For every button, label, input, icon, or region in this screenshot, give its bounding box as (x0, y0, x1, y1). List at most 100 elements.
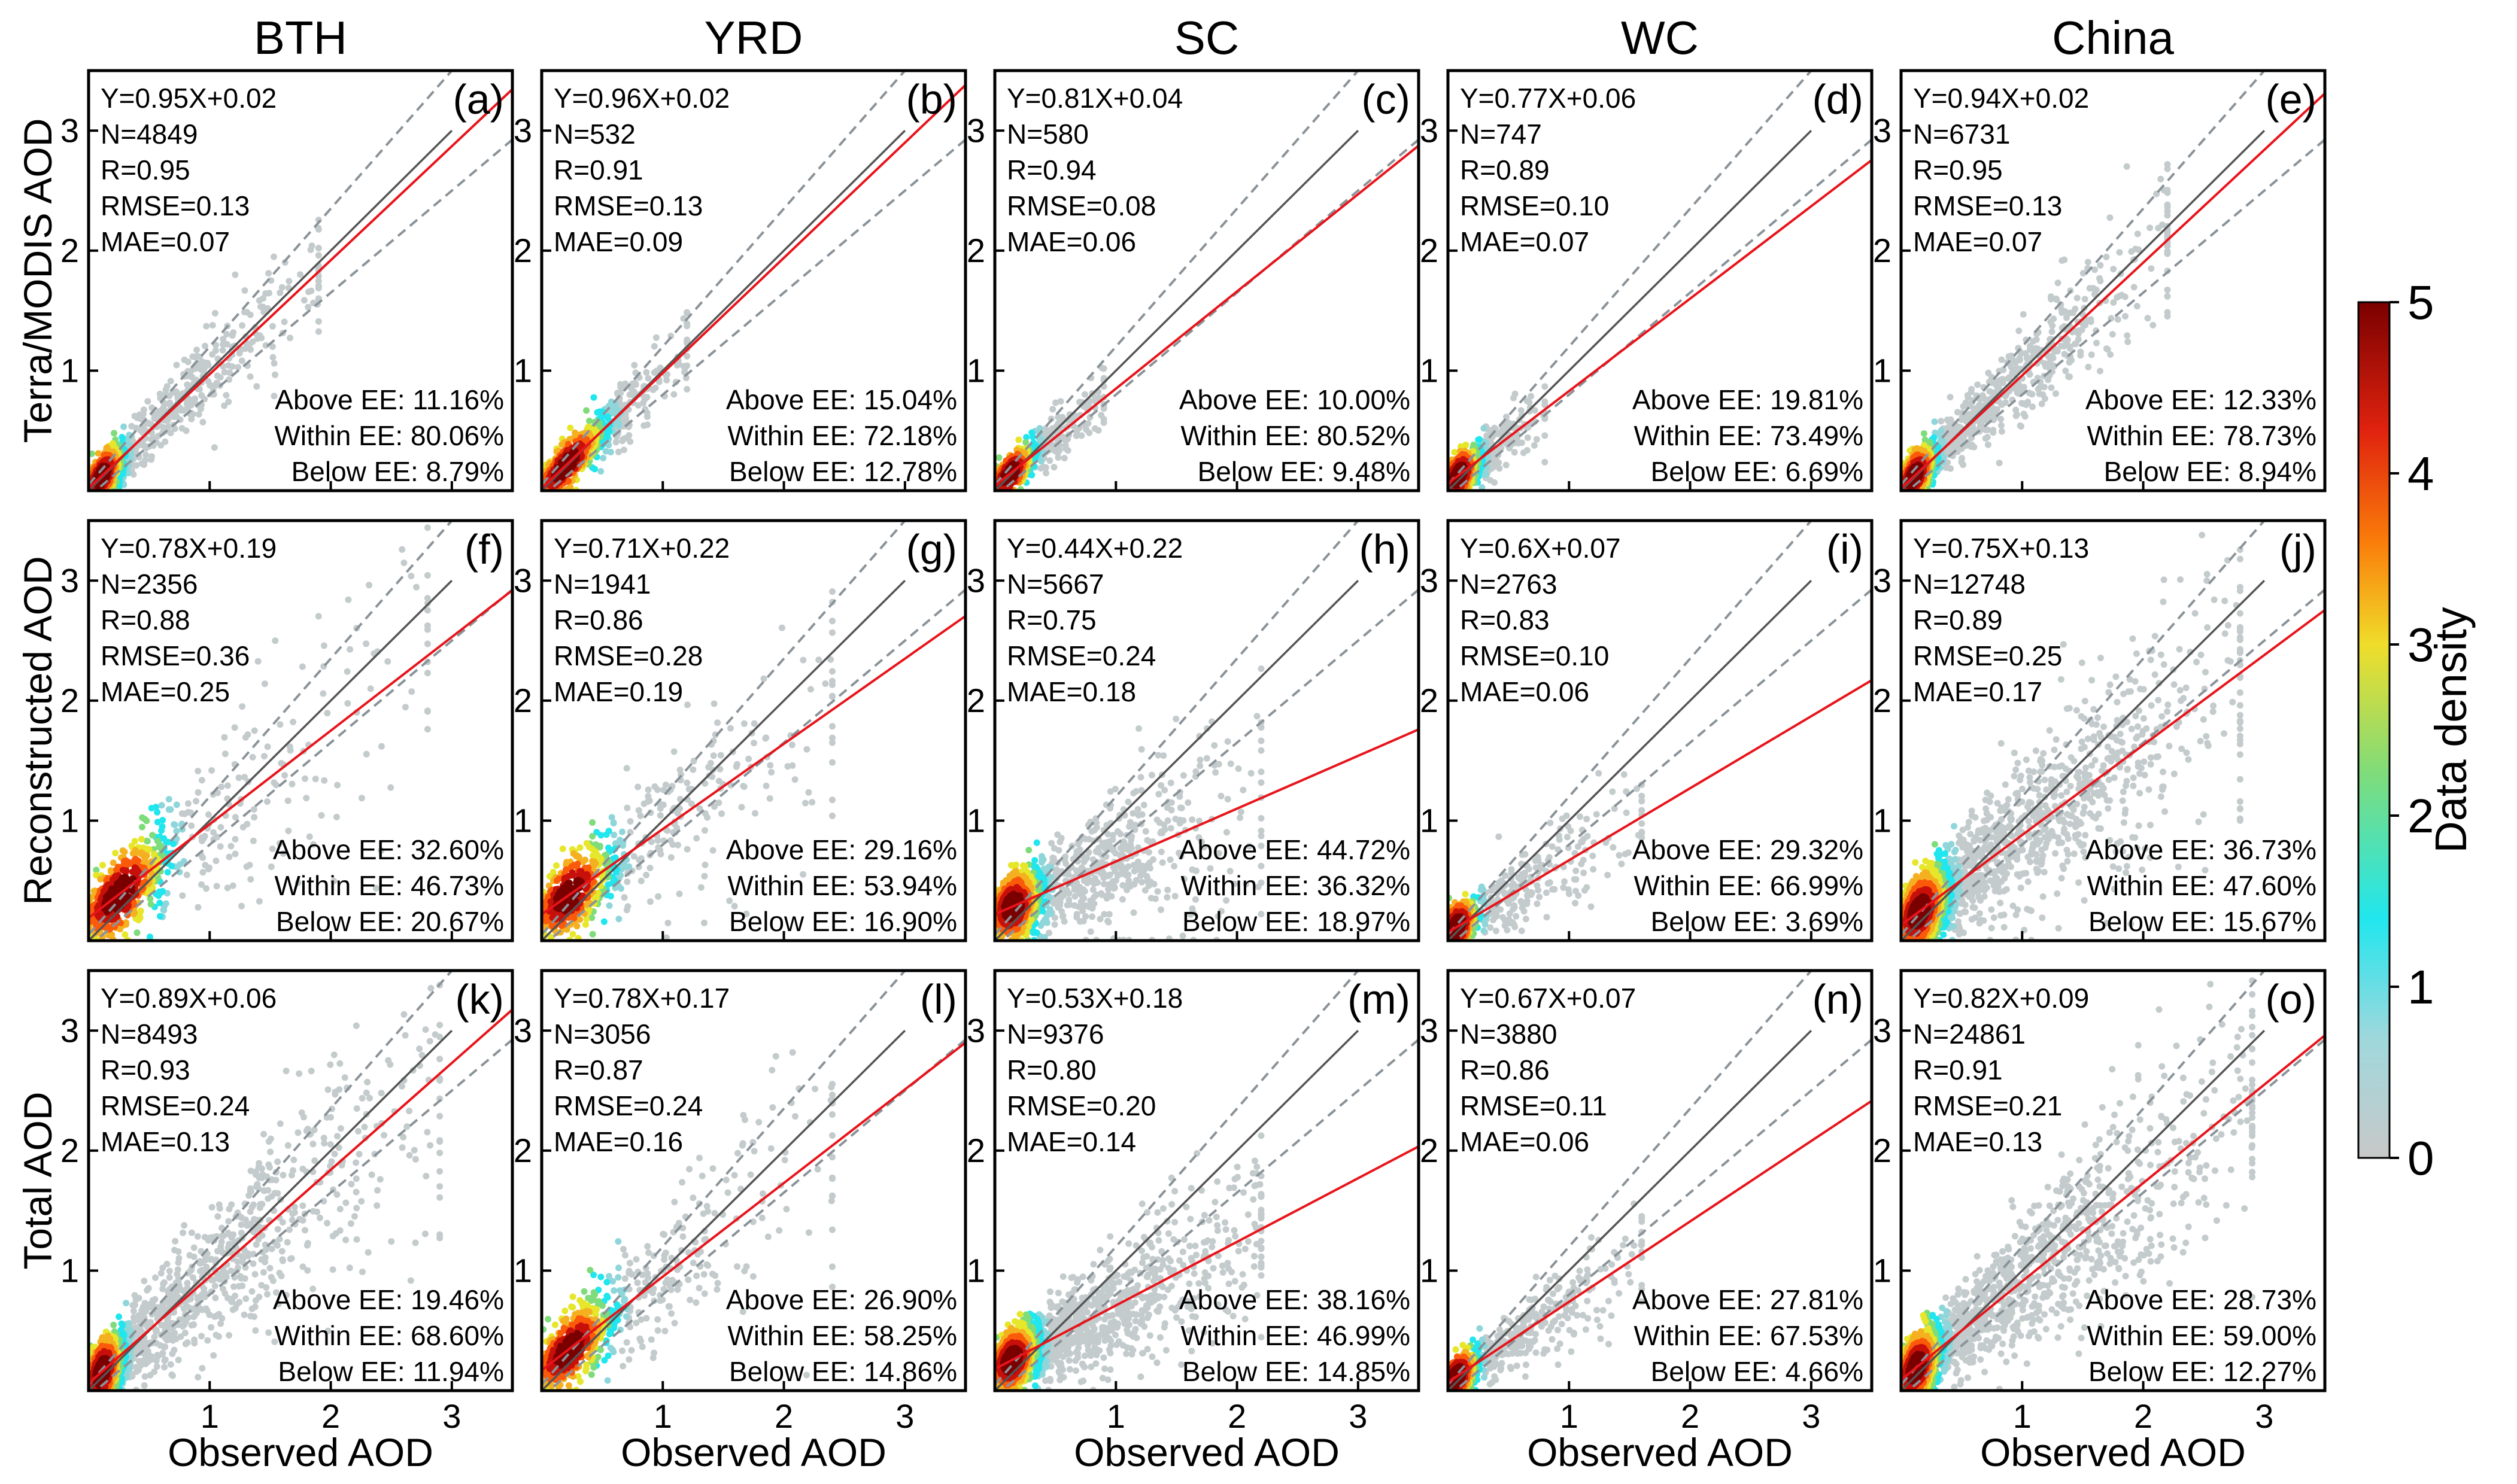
data-point (1985, 369, 1992, 376)
data-point (2057, 342, 2064, 349)
y-tick-label: 3 (60, 111, 79, 149)
data-point (2081, 296, 2088, 303)
data-point (1046, 457, 1053, 464)
data-point (142, 451, 150, 458)
ee-stat-line: Above EE: 11.16% (275, 384, 504, 415)
data-point (2114, 294, 2121, 301)
ee-stat-line: Above EE: 10.00% (1179, 384, 1410, 415)
data-point (2144, 315, 2151, 322)
stats-line: R=0.94 (1007, 154, 1097, 186)
data-point (148, 456, 155, 463)
data-point (2107, 351, 2114, 358)
data-point (272, 371, 278, 378)
data-point (612, 439, 620, 446)
data-point (238, 357, 245, 364)
data-point (256, 297, 263, 304)
data-point (2116, 249, 2123, 256)
data-point (620, 446, 627, 454)
data-point (617, 384, 624, 391)
panel-letter: (c) (1361, 76, 1410, 123)
data-point (269, 354, 277, 361)
data-point (236, 349, 243, 357)
data-point (1049, 406, 1056, 413)
ee-upper-line (89, 71, 454, 486)
panel-frame (540, 69, 967, 492)
data-point (162, 391, 169, 397)
data-point (1483, 432, 1490, 439)
data-point (652, 334, 660, 341)
data-point (147, 436, 154, 443)
data-point (95, 450, 102, 457)
data-point (151, 415, 158, 422)
data-point (120, 423, 127, 430)
data-point (2065, 373, 2072, 380)
data-point (2114, 316, 2121, 323)
data-point (2048, 384, 2055, 391)
data-point (202, 342, 208, 349)
data-point (1984, 441, 1991, 448)
data-point (2164, 293, 2171, 300)
data-point (211, 310, 218, 317)
scatter-panel: 123Y=0.77X+0.06N=747R=0.89RMSE=0.10MAE=0… (1420, 69, 1874, 492)
data-point (2091, 266, 2098, 273)
y-tick-label: 3 (967, 111, 985, 149)
data-point (1524, 434, 1531, 441)
data-point (119, 434, 126, 441)
data-point (198, 392, 205, 399)
data-point (1042, 425, 1049, 432)
data-point (315, 282, 322, 289)
data-point (133, 462, 140, 469)
data-point (221, 369, 228, 376)
data-point (1944, 416, 1951, 424)
fit-line (995, 144, 1419, 487)
data-point (600, 455, 607, 461)
data-point (281, 318, 288, 326)
scatter-panel: 123Y=0.95X+0.02N=4849R=0.95RMSE=0.13MAE=… (60, 69, 514, 492)
data-point (2067, 309, 2074, 317)
data-point (1055, 454, 1062, 461)
stats-line: MAE=0.07 (101, 226, 230, 257)
data-point (315, 318, 322, 325)
stats-line: MAE=0.06 (1007, 226, 1136, 257)
data-point (225, 399, 232, 405)
data-point (269, 343, 276, 350)
panel-letter: (b) (906, 76, 957, 123)
data-point (2035, 385, 2042, 393)
data-point (1043, 470, 1049, 477)
data-point (220, 341, 226, 348)
data-point (167, 430, 174, 436)
data-point (2062, 367, 2069, 375)
data-point (2018, 400, 2025, 407)
data-point (2086, 285, 2093, 292)
data-point (188, 415, 195, 422)
data-point (1030, 433, 1037, 440)
data-point (199, 419, 207, 425)
data-point (1976, 422, 1984, 430)
scatter-panel: 123Y=0.81X+0.04N=580R=0.94RMSE=0.08MAE=0… (967, 69, 1420, 492)
ee-upper-line (1448, 71, 1813, 486)
data-point (615, 448, 622, 455)
data-point (189, 353, 196, 360)
stats-line: MAE=0.09 (554, 226, 683, 257)
data-point (2097, 367, 2103, 375)
data-point (138, 460, 145, 467)
data-point (184, 381, 191, 388)
data-point (223, 392, 230, 399)
data-point (2020, 410, 2027, 418)
ee-stat-line: Within EE: 72.18% (727, 420, 957, 451)
data-point (1061, 455, 1068, 462)
data-point (2054, 279, 2061, 287)
data-point (253, 383, 260, 390)
data-point (2026, 346, 2033, 353)
data-point (1451, 449, 1458, 456)
data-point (626, 391, 633, 398)
data-point (1958, 458, 1965, 466)
data-point (1943, 464, 1950, 472)
data-point (594, 409, 601, 416)
data-point (167, 378, 174, 385)
data-point (209, 351, 216, 358)
data-point (315, 278, 322, 285)
data-point (1938, 418, 1945, 425)
data-point (640, 422, 648, 429)
data-point (265, 270, 272, 277)
